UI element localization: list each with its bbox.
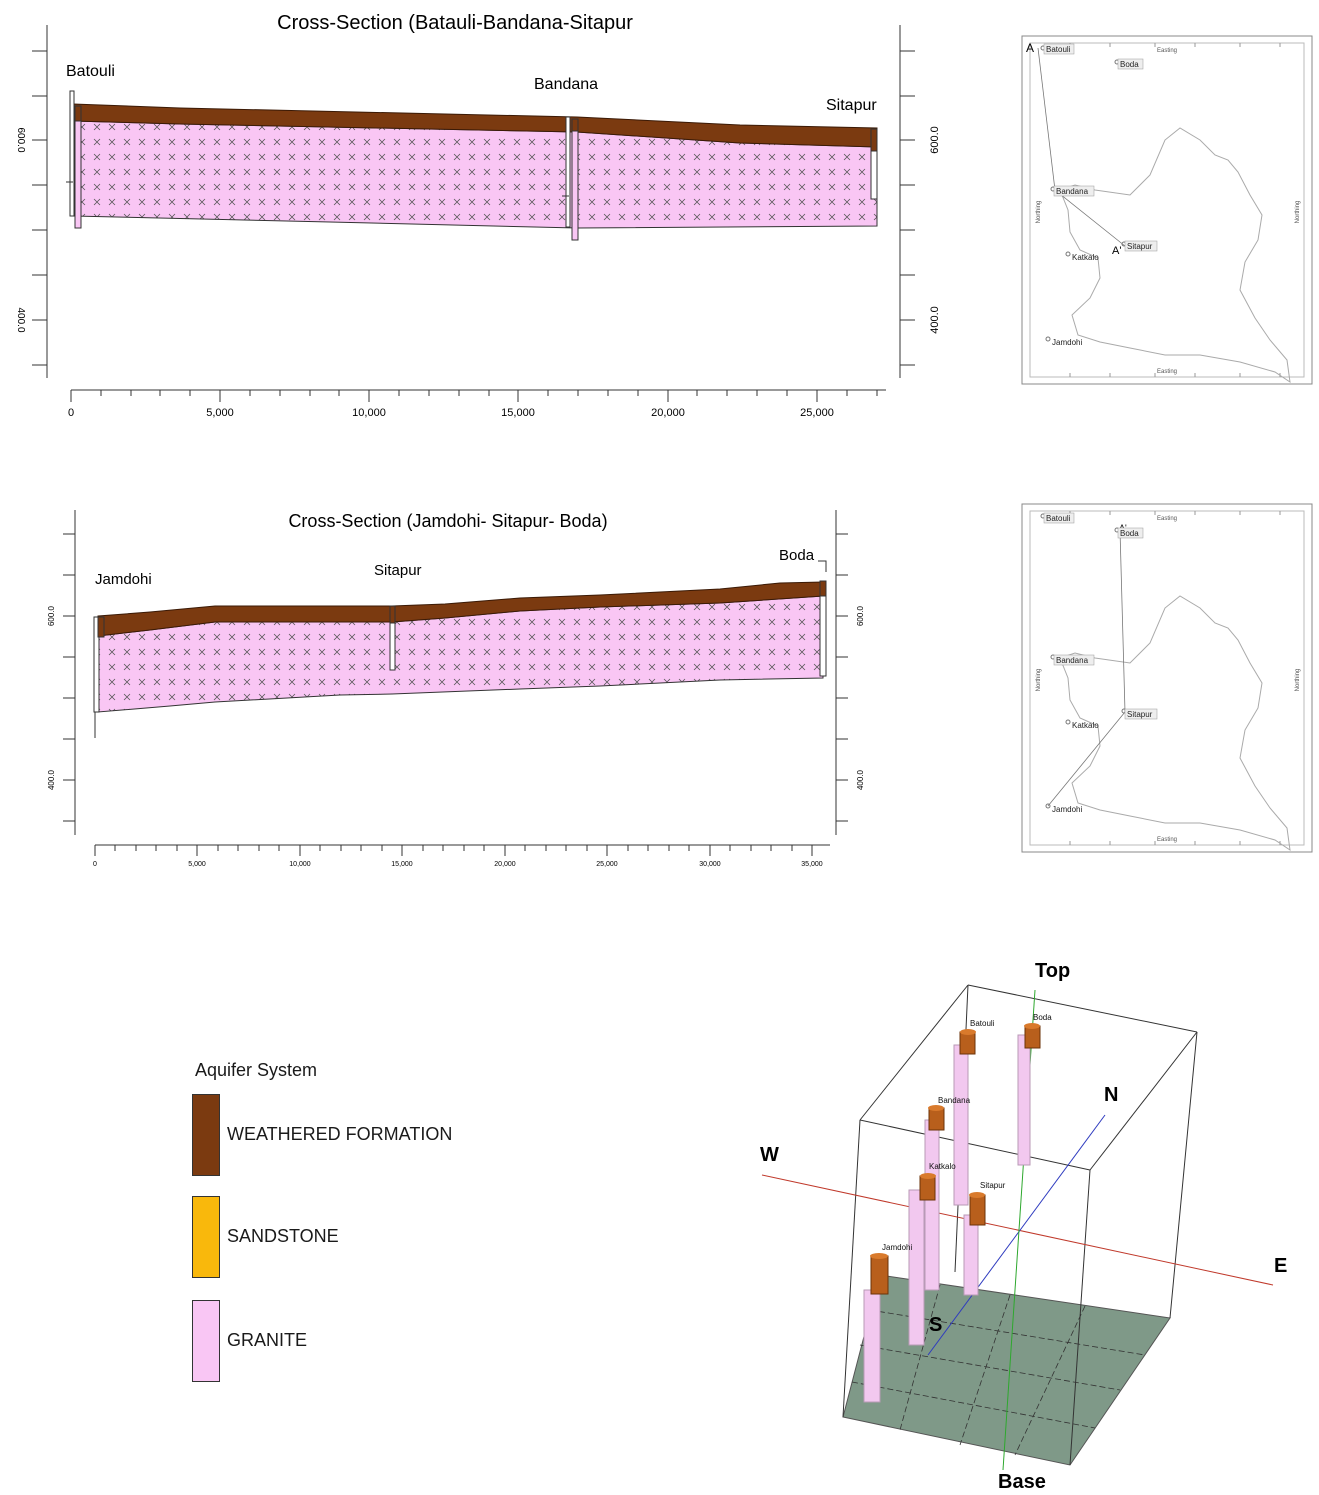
distance-axis: 0 5,000 10,000 15,000 20,000 25,000 [68, 389, 886, 419]
legend-label: GRANITE [227, 1330, 308, 1350]
well-label-sitapur: Sitapur [826, 97, 877, 114]
elevation-label: 600.0 [47, 605, 56, 626]
map-place-label: Batouli [1046, 45, 1071, 54]
legend-swatch [192, 1196, 220, 1278]
well-cylinder-boda [1017, 1023, 1041, 1166]
legend-swatch [192, 1300, 220, 1382]
elevation-label: 400.0 [15, 307, 26, 332]
distance-tick-label: 20,000 [494, 861, 516, 868]
map-place-label: Katkalo [1072, 721, 1099, 730]
borehole-column [389, 605, 396, 671]
axis-label: Northing [1295, 201, 1301, 224]
distance-tick-label: 10,000 [352, 407, 386, 419]
distance-tick-label: 15,000 [501, 407, 535, 419]
well-label-sitapur: Sitapur [374, 562, 422, 579]
cross-section-1: Cross-Section (Batauli-Bandana-Sitapur 6… [15, 12, 941, 419]
axis-label: Easting [1157, 516, 1177, 522]
right-elevation-axis: 600.0 400.0 [899, 25, 941, 378]
borehole-column [870, 128, 878, 200]
base-label: Base [998, 1471, 1046, 1493]
map-place-label: Katkalo [1072, 253, 1099, 262]
borehole-column [66, 90, 82, 229]
well-label-jamdohi: Jamdohi [95, 571, 152, 588]
map-place-label: Sitapur [1127, 710, 1153, 719]
map-place-label: Boda [1120, 529, 1139, 538]
well-label: Sitapur [980, 1181, 1006, 1190]
well-label: Bandana [938, 1096, 971, 1105]
borehole-column [818, 560, 827, 677]
well-cylinder-katkalo [908, 1173, 936, 1346]
well-label-batouli: Batouli [66, 63, 115, 80]
elevation-label: 600.0 [929, 126, 941, 154]
map-place-label: Bandana [1056, 656, 1089, 665]
map-place-label: Batouli [1046, 514, 1071, 523]
distance-tick-label: 15,000 [391, 861, 413, 868]
distance-tick-label: 35,000 [801, 861, 823, 868]
left-elevation-axis: 600.0 400.0 [47, 510, 76, 835]
west-east-axis [761, 1174, 1274, 1286]
distance-tick-label: 25,000 [800, 407, 834, 419]
left-elevation-axis: 600.0 400.0 [15, 25, 48, 378]
section-title: Cross-Section (Batauli-Bandana-Sitapur [277, 12, 633, 34]
well-cylinder-bandana [924, 1105, 945, 1291]
distance-axis: 0 5,000 10,000 15,000 20,000 25,000 30,0… [93, 844, 830, 868]
east-label: E [1274, 1255, 1287, 1277]
elevation-label: 400.0 [47, 769, 56, 790]
district-boundary [1059, 595, 1291, 852]
west-label: W [760, 1144, 779, 1166]
elevation-label: 400.0 [856, 769, 865, 790]
axis-label: Easting [1157, 369, 1177, 375]
axis-label: Northing [1036, 201, 1042, 224]
axis-label: Northing [1036, 669, 1042, 692]
map-place-label: Jamdohi [1052, 805, 1082, 814]
distance-tick-label: 0 [93, 861, 97, 868]
axis-label: Northing [1295, 669, 1301, 692]
axis-label: Easting [1157, 48, 1177, 54]
distance-tick-label: 30,000 [699, 861, 721, 868]
well-cylinder-sitapur [963, 1192, 986, 1296]
well-label: Boda [1033, 1013, 1052, 1022]
cross-section-2: Cross-Section (Jamdohi- Sitapur- Boda) 6… [47, 510, 865, 868]
distance-tick-label: 5,000 [188, 861, 206, 868]
south-north-axis [927, 1114, 1106, 1356]
legend-title: Aquifer System [195, 1060, 318, 1080]
legend-label: WEATHERED FORMATION [227, 1124, 453, 1144]
well-label: Jamdohi [882, 1243, 912, 1252]
block-diagram-3d: Top Base N S W E Batouli Boda Bandana Ka… [760, 960, 1287, 1493]
elevation-label: 600.0 [856, 605, 865, 626]
distance-tick-label: 0 [68, 407, 74, 419]
south-label: S [929, 1314, 942, 1336]
well-cylinder-jamdohi [863, 1253, 889, 1403]
elevation-label: 600.0 [15, 127, 26, 152]
top-label: Top [1035, 960, 1070, 982]
section-start-label: A [1026, 41, 1034, 55]
map-place-label: Jamdohi [1052, 338, 1082, 347]
borehole-column [93, 616, 105, 738]
location-map-1: Easting Easting Northing Northing A A' B… [1021, 35, 1313, 385]
elevation-label: 400.0 [929, 306, 941, 334]
north-label: N [1104, 1084, 1118, 1106]
location-map-2: Easting Easting Northing Northing A' Bat… [1021, 503, 1313, 853]
distance-tick-label: 5,000 [206, 407, 234, 419]
well-cylinder-batouli [953, 1029, 976, 1206]
well-label-bandana: Bandana [534, 76, 598, 93]
distance-tick-label: 20,000 [651, 407, 685, 419]
distance-tick-label: 10,000 [289, 861, 311, 868]
map-place-label: Sitapur [1127, 242, 1153, 251]
map-place-label: Bandana [1056, 187, 1089, 196]
section-title: Cross-Section (Jamdohi- Sitapur- Boda) [288, 511, 607, 531]
legend-label: SANDSTONE [227, 1226, 339, 1246]
legend-swatch [192, 1094, 220, 1176]
axis-label: Easting [1157, 837, 1177, 843]
map-place-label: Boda [1120, 60, 1139, 69]
well-label: Katkalo [929, 1162, 956, 1171]
district-boundary [1059, 127, 1291, 384]
borehole-column [562, 116, 579, 241]
well-label-boda: Boda [779, 547, 815, 564]
distance-tick-label: 25,000 [596, 861, 618, 868]
right-elevation-axis: 600.0 400.0 [835, 510, 865, 835]
well-label: Batouli [970, 1019, 995, 1028]
section-end-label: A' [1112, 245, 1121, 257]
